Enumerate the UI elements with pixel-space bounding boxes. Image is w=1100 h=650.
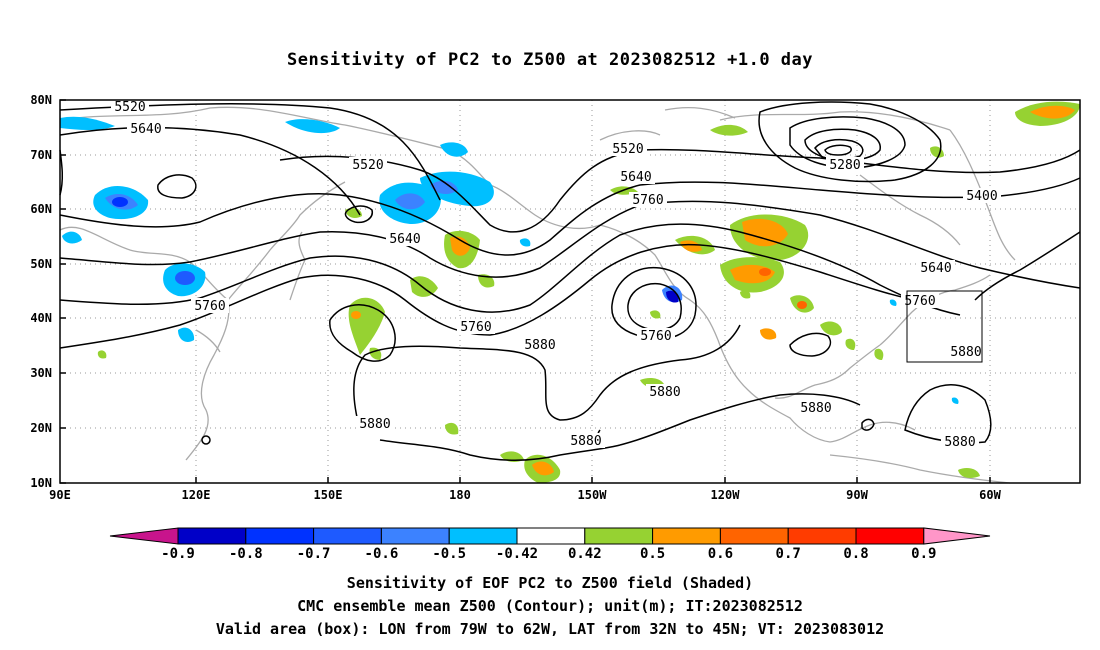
contour-label: 5760 [632, 193, 663, 208]
contour-label: 5880 [570, 434, 601, 449]
lon-label: 60W [979, 488, 1001, 502]
contour-label-bg [963, 188, 1001, 203]
colorbar-segment [245, 527, 315, 545]
colorbar-segment [516, 527, 586, 545]
lat-label: 80N [30, 93, 52, 107]
colorbar-tick: 0.6 [708, 546, 733, 562]
contour-label-bg [947, 344, 985, 359]
colorbar-tick: -0.5 [432, 546, 466, 562]
valid-area-box [906, 290, 983, 363]
colorbar-segment [787, 527, 857, 545]
lon-label: 120W [711, 488, 741, 502]
lon-label: 150E [314, 488, 343, 502]
contour-label: 5400 [966, 189, 997, 204]
contour-label-bg [386, 231, 424, 246]
contour-label-bg [349, 157, 387, 172]
contour-labels: 5520 5640 5520 5640 5760 5520 5640 5760 5760 5880… [111, 99, 1001, 450]
longitude-labels: 90E 120E 150E 180 150W 120W 90W 60W [49, 488, 1001, 502]
contour-label: 5760 [904, 294, 935, 309]
colorbar-segment [313, 527, 382, 545]
contour-label-bg [646, 384, 684, 399]
contour-label-bg [901, 293, 939, 308]
lat-label: 20N [30, 421, 52, 435]
contour-label: 5280 [829, 158, 860, 173]
colorbar-tick: -0.42 [496, 546, 538, 562]
colorbar-segment [448, 527, 518, 545]
contour-label-bg [917, 260, 955, 275]
contour-label: 5760 [194, 299, 225, 314]
contour-label-bg [356, 416, 394, 431]
colorbar-segment [584, 527, 654, 545]
small-contour-circle [201, 435, 211, 445]
lat-label: 50N [30, 257, 52, 271]
contour-label-bg [521, 337, 559, 352]
contour-label-bg [637, 328, 675, 343]
contour-label-bg [457, 319, 495, 334]
colorbar-tick: -0.6 [365, 546, 399, 562]
lat-label: 10N [30, 476, 52, 490]
colorbar-tick: -0.9 [161, 546, 195, 562]
contour-label-bg [191, 298, 229, 313]
colorbar-tick: -0.8 [229, 546, 263, 562]
contour-label-bg [609, 141, 647, 156]
lat-label: 30N [30, 366, 52, 380]
contour-label-bg [617, 169, 655, 184]
contour-label: 5760 [640, 329, 671, 344]
contour-label: 5640 [389, 232, 420, 247]
contour-label: 5520 [114, 100, 145, 115]
caption-line-2: CMC ensemble mean Z500 (Contour); unit(m… [297, 597, 803, 615]
axis-ticks [60, 99, 991, 484]
latitude-labels: 80N 70N 60N 50N 40N 30N 20N 10N [30, 93, 52, 490]
lat-label: 40N [30, 311, 52, 325]
contour-label: 5760 [460, 320, 491, 335]
colorbar-segment [855, 527, 925, 545]
contour-label: 5880 [359, 417, 390, 432]
colorbar-left-arrow [109, 527, 179, 545]
lon-label: 120E [182, 488, 211, 502]
colorbar-tick: 0.7 [776, 546, 801, 562]
contour-label: 5880 [524, 338, 555, 353]
contour-label: 5880 [944, 435, 975, 450]
colorbar-tick-labels: -0.9 -0.8 -0.7 -0.6 -0.5 -0.42 0.42 0.5 0.6 0.7 0.… [161, 546, 936, 562]
contour-label: 5640 [620, 170, 651, 185]
caption-line-1: Sensitivity of EOF PC2 to Z500 field (Sh… [346, 574, 754, 592]
lon-label: 180 [449, 488, 471, 502]
colorbar-segment [380, 527, 450, 545]
colorbar-tick: 0.5 [640, 546, 665, 562]
lat-label: 70N [30, 148, 52, 162]
z500-contours [59, 101, 1081, 461]
contour-label: 5520 [352, 158, 383, 173]
lon-label: 90W [846, 488, 868, 502]
map-frame [59, 99, 1081, 484]
colorbar-segment [177, 527, 247, 545]
contour-label-bg [826, 157, 864, 172]
contour-label-bg [567, 433, 605, 448]
lon-label: 90E [49, 488, 71, 502]
lat-label: 60N [30, 202, 52, 216]
colorbar-tick: 0.9 [911, 546, 936, 562]
colorbar-tick: 0.8 [843, 546, 868, 562]
colorbar-tick: -0.7 [297, 546, 331, 562]
contour-label-bg [127, 121, 165, 136]
contour-label: 5880 [950, 345, 981, 360]
contour-label-bg [941, 434, 979, 449]
coastlines [59, 106, 1016, 484]
colorbar-segment [652, 527, 721, 545]
contour-label: 5880 [649, 385, 680, 400]
contour-label: 5640 [130, 122, 161, 137]
contour-label: 5640 [920, 261, 951, 276]
chart-title: Sensitivity of PC2 to Z500 at 2023082512… [286, 50, 813, 70]
contour-label: 5880 [800, 401, 831, 416]
colorbar-right-arrow [923, 527, 991, 545]
lon-label: 150W [578, 488, 608, 502]
contour-label-bg [797, 400, 835, 415]
colorbar-tick: 0.42 [568, 546, 602, 562]
caption-line-3: Valid area (box): LON from 79W to 62W, L… [215, 620, 885, 638]
contour-label-bg [111, 99, 149, 114]
contour-label: 5520 [612, 142, 643, 157]
colorbar [109, 527, 991, 545]
contour-label-bg [629, 192, 667, 207]
colorbar-segment [719, 527, 789, 545]
